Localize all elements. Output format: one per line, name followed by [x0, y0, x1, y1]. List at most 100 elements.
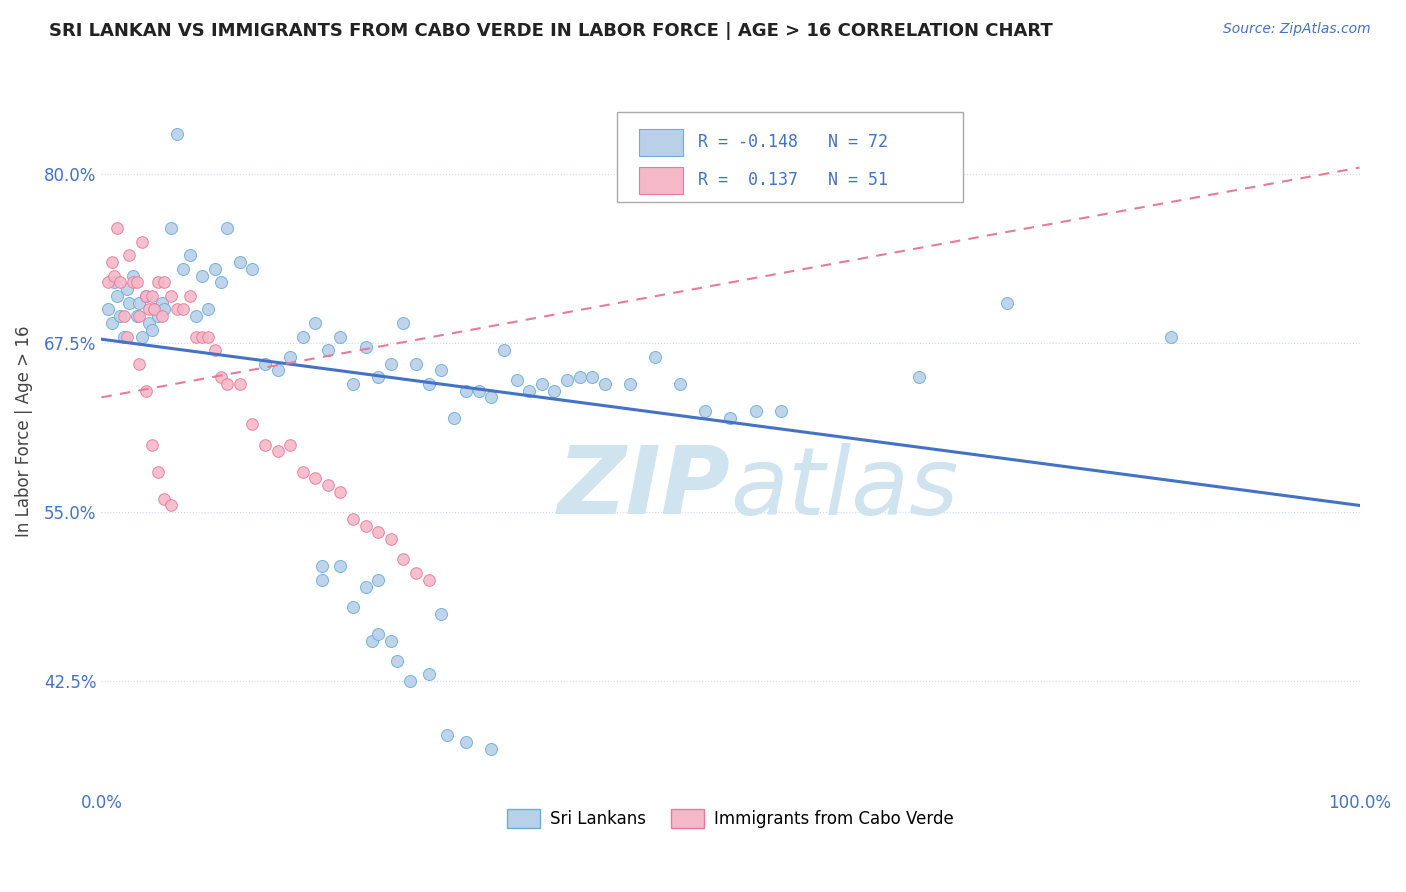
Point — [141, 437, 163, 451]
FancyBboxPatch shape — [617, 112, 963, 202]
Point — [115, 329, 138, 343]
Point — [669, 376, 692, 391]
Point — [253, 437, 276, 451]
Point — [304, 471, 326, 485]
Point — [581, 370, 603, 384]
Point — [112, 329, 135, 343]
Y-axis label: In Labor Force | Age > 16: In Labor Force | Age > 16 — [15, 326, 32, 537]
Point — [209, 370, 232, 384]
Point — [100, 255, 122, 269]
Point — [405, 357, 427, 371]
Point — [229, 376, 252, 391]
Point — [150, 295, 173, 310]
Point — [141, 323, 163, 337]
Point — [1160, 329, 1182, 343]
Point — [436, 728, 458, 742]
Point — [138, 302, 160, 317]
Point — [304, 316, 326, 330]
Point — [110, 310, 132, 324]
Point — [146, 465, 169, 479]
Point — [266, 444, 288, 458]
Point — [380, 357, 402, 371]
Point — [159, 499, 181, 513]
Point — [329, 559, 352, 574]
Point — [146, 310, 169, 324]
Point — [342, 512, 364, 526]
Point — [191, 268, 214, 283]
Point — [122, 276, 145, 290]
Point — [593, 376, 616, 391]
Point — [695, 404, 717, 418]
Point — [115, 282, 138, 296]
Point — [110, 276, 132, 290]
Point — [131, 329, 153, 343]
Point — [278, 437, 301, 451]
Point — [619, 376, 641, 391]
Point — [769, 404, 792, 418]
Point — [166, 127, 188, 141]
Point — [172, 302, 194, 317]
Point — [418, 573, 440, 587]
Point — [354, 518, 377, 533]
Point — [118, 295, 141, 310]
Point — [291, 465, 314, 479]
Point — [103, 276, 125, 290]
Point — [197, 302, 219, 317]
Point — [184, 310, 207, 324]
Point — [141, 289, 163, 303]
Point — [242, 417, 264, 432]
Point — [329, 329, 352, 343]
Point — [125, 276, 148, 290]
Point — [159, 221, 181, 235]
Point — [367, 627, 389, 641]
Point — [97, 276, 120, 290]
Point — [380, 633, 402, 648]
Point — [367, 370, 389, 384]
Point — [405, 566, 427, 580]
Point — [204, 261, 226, 276]
Point — [468, 384, 491, 398]
Point — [555, 373, 578, 387]
Point — [361, 633, 384, 648]
Point — [342, 599, 364, 614]
Point — [134, 289, 156, 303]
Point — [146, 276, 169, 290]
Point — [430, 607, 453, 621]
Point — [229, 255, 252, 269]
Point — [172, 261, 194, 276]
Point — [128, 310, 150, 324]
Point — [122, 268, 145, 283]
Text: R = -0.148   N = 72: R = -0.148 N = 72 — [697, 133, 887, 152]
Bar — [638, 167, 683, 194]
Point — [209, 276, 232, 290]
Point — [392, 552, 415, 566]
Point — [278, 350, 301, 364]
Point — [100, 316, 122, 330]
Text: Source: ZipAtlas.com: Source: ZipAtlas.com — [1223, 22, 1371, 37]
Point — [125, 310, 148, 324]
Point — [744, 404, 766, 418]
Point — [128, 357, 150, 371]
Point — [105, 221, 128, 235]
Point — [311, 573, 333, 587]
Point — [505, 373, 527, 387]
Point — [995, 295, 1018, 310]
Point — [908, 370, 931, 384]
Point — [430, 363, 453, 377]
Point — [128, 295, 150, 310]
Point — [153, 302, 176, 317]
Point — [354, 580, 377, 594]
Point — [184, 329, 207, 343]
Point — [456, 384, 478, 398]
Bar — [638, 128, 683, 156]
Point — [492, 343, 515, 357]
Point — [481, 741, 503, 756]
Point — [316, 478, 339, 492]
Point — [392, 316, 415, 330]
Point — [105, 289, 128, 303]
Point — [134, 384, 156, 398]
Point — [329, 484, 352, 499]
Point — [720, 410, 742, 425]
Point — [380, 532, 402, 546]
Point — [97, 302, 120, 317]
